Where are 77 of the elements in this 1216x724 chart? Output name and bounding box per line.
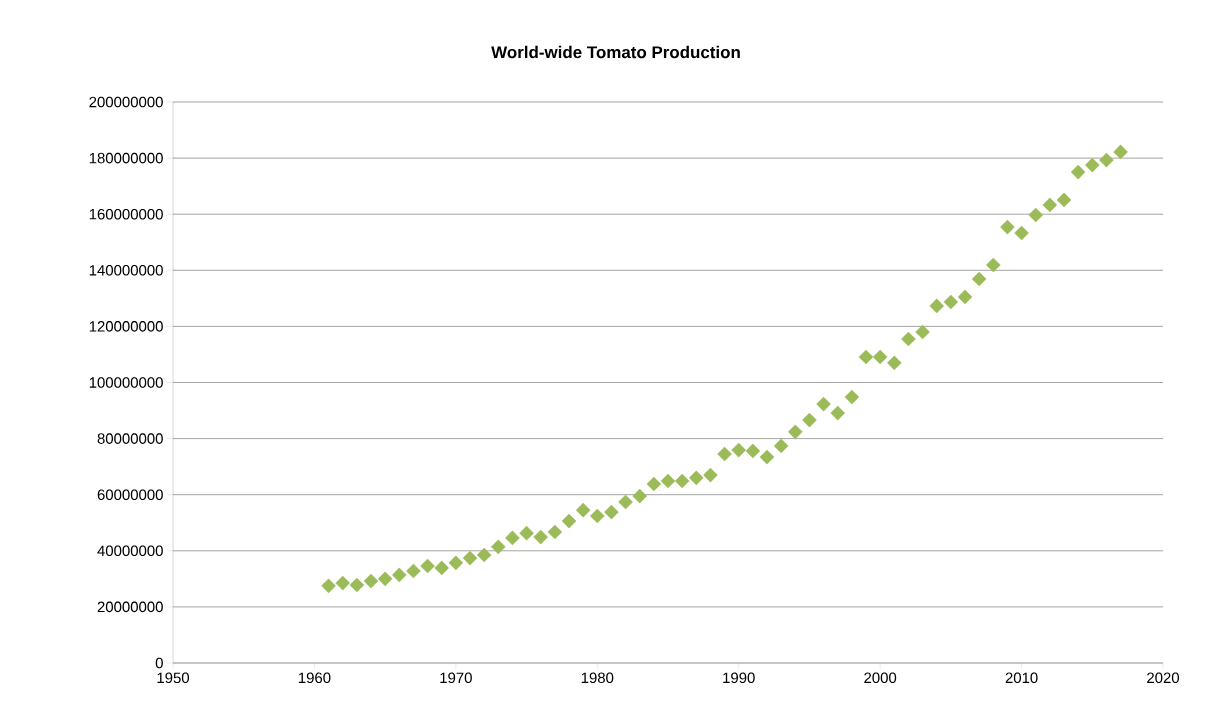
y-tick-label: 0 [155, 657, 163, 669]
point [986, 257, 1001, 273]
point [929, 298, 944, 314]
point [590, 508, 605, 524]
x-tick-label: 2020 [1147, 672, 1180, 684]
point [858, 349, 874, 365]
point [957, 289, 973, 305]
point [406, 563, 421, 579]
y-tick-label: 140000000 [89, 265, 163, 276]
point [872, 349, 888, 365]
point [674, 473, 690, 489]
point [802, 412, 817, 428]
y-tick-label: 20000000 [97, 601, 163, 613]
point [1014, 225, 1029, 241]
point [1070, 164, 1086, 180]
point [901, 331, 916, 347]
point [844, 389, 860, 405]
point [547, 524, 563, 540]
x-tick-label: 2000 [864, 672, 897, 684]
point [773, 438, 789, 454]
point [462, 550, 478, 566]
point [887, 355, 902, 371]
point [321, 578, 336, 594]
point [1085, 157, 1100, 173]
point [703, 467, 718, 483]
point [604, 504, 619, 520]
point [476, 547, 492, 563]
point [335, 575, 350, 591]
point [788, 424, 803, 440]
point [491, 539, 506, 555]
point [660, 473, 676, 489]
point [377, 571, 393, 587]
x-tick-label: 1970 [440, 672, 472, 684]
point [1099, 152, 1114, 168]
point [632, 488, 647, 504]
x-tick-label: 1990 [723, 672, 755, 684]
point [1000, 219, 1015, 235]
point [575, 502, 591, 518]
x-tick-label: 1980 [581, 672, 614, 684]
y-tick-label: 160000000 [89, 208, 163, 220]
y-tick-label: 180000000 [89, 152, 163, 164]
y-tick-label: 80000000 [97, 433, 163, 444]
point [1113, 144, 1128, 160]
y-tick-label: 60000000 [97, 489, 163, 500]
point [363, 573, 379, 589]
point [731, 442, 746, 458]
point [519, 525, 534, 541]
point [618, 494, 633, 510]
y-tick-label: 120000000 [89, 321, 163, 332]
point [434, 560, 449, 576]
point [349, 577, 365, 593]
point [830, 405, 845, 421]
point [533, 529, 548, 545]
y-tick-label: 40000000 [97, 545, 163, 557]
point [745, 443, 761, 459]
point [1056, 192, 1072, 208]
y-tick-label: 200000000 [89, 96, 163, 108]
point [505, 530, 520, 546]
point [759, 449, 775, 465]
point [717, 446, 732, 462]
point [816, 396, 831, 412]
point [448, 555, 464, 571]
point [392, 567, 407, 583]
point [1042, 197, 1058, 213]
point [915, 324, 930, 340]
point [1028, 207, 1043, 223]
point [561, 513, 577, 529]
point [646, 476, 662, 492]
point [943, 294, 959, 310]
point [689, 470, 704, 486]
point [971, 271, 987, 287]
chart-title: World-wide Tomato Production [491, 45, 740, 59]
x-tick-label: 1950 [157, 672, 190, 684]
point [420, 558, 435, 574]
x-tick-label: 1960 [298, 672, 331, 684]
x-tick-label: 2010 [1005, 672, 1038, 684]
y-tick-label: 100000000 [89, 377, 163, 388]
